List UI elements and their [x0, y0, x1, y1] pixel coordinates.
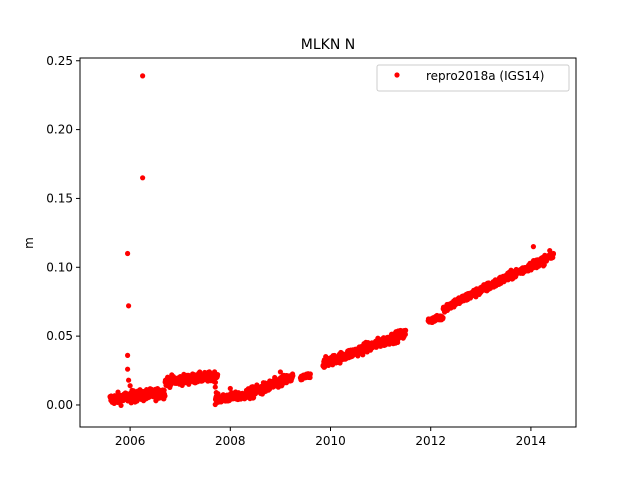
data-point [277, 369, 283, 375]
y-tick-label: 0.20 [46, 123, 73, 137]
data-point [402, 331, 408, 338]
data-point [550, 250, 557, 257]
data-point [125, 366, 131, 372]
data-point [140, 175, 146, 181]
data-point [126, 377, 132, 383]
data-point [212, 379, 219, 385]
y-axis: 0.00 0.05 0.10 0.15 0.20 0.25 [46, 54, 80, 412]
y-tick-label: 0.00 [46, 398, 73, 412]
x-tick-label: 2012 [415, 434, 446, 448]
data-point [307, 371, 313, 377]
x-tick-label: 2006 [115, 434, 146, 448]
legend-box [376, 64, 570, 92]
data-point [125, 352, 131, 358]
data-point [290, 373, 296, 379]
y-axis-label: m [22, 237, 36, 249]
data-point [162, 393, 168, 399]
legend-marker [394, 72, 400, 78]
data-point [530, 244, 537, 250]
y-tick-label: 0.10 [46, 260, 73, 274]
data-point [227, 385, 233, 392]
x-tick-label: 2014 [516, 434, 547, 448]
chart-title: MLKN N [301, 37, 355, 53]
y-tick-label: 0.25 [46, 54, 73, 68]
data-markers [107, 73, 557, 408]
data-point [215, 372, 221, 378]
legend: repro2018a (IGS14) [376, 64, 570, 92]
data-point [118, 402, 124, 408]
plot-frame [79, 57, 577, 428]
x-tick-label: 2008 [215, 434, 246, 448]
x-tick-label: 2010 [315, 434, 346, 448]
y-tick-label: 0.05 [46, 329, 73, 343]
y-tick-label: 0.15 [46, 191, 73, 205]
data-point [212, 384, 218, 390]
data-point [126, 303, 132, 309]
data-point [403, 327, 409, 333]
data-point [161, 387, 167, 393]
legend-label: repro2018a (IGS14) [426, 69, 544, 83]
x-axis: 2006 2008 2010 2012 2014 [115, 427, 546, 448]
data-point [540, 263, 547, 269]
data-point [440, 315, 446, 321]
data-point [213, 389, 219, 396]
data-point [125, 250, 131, 257]
data-point [140, 73, 146, 79]
data-point [127, 383, 133, 389]
